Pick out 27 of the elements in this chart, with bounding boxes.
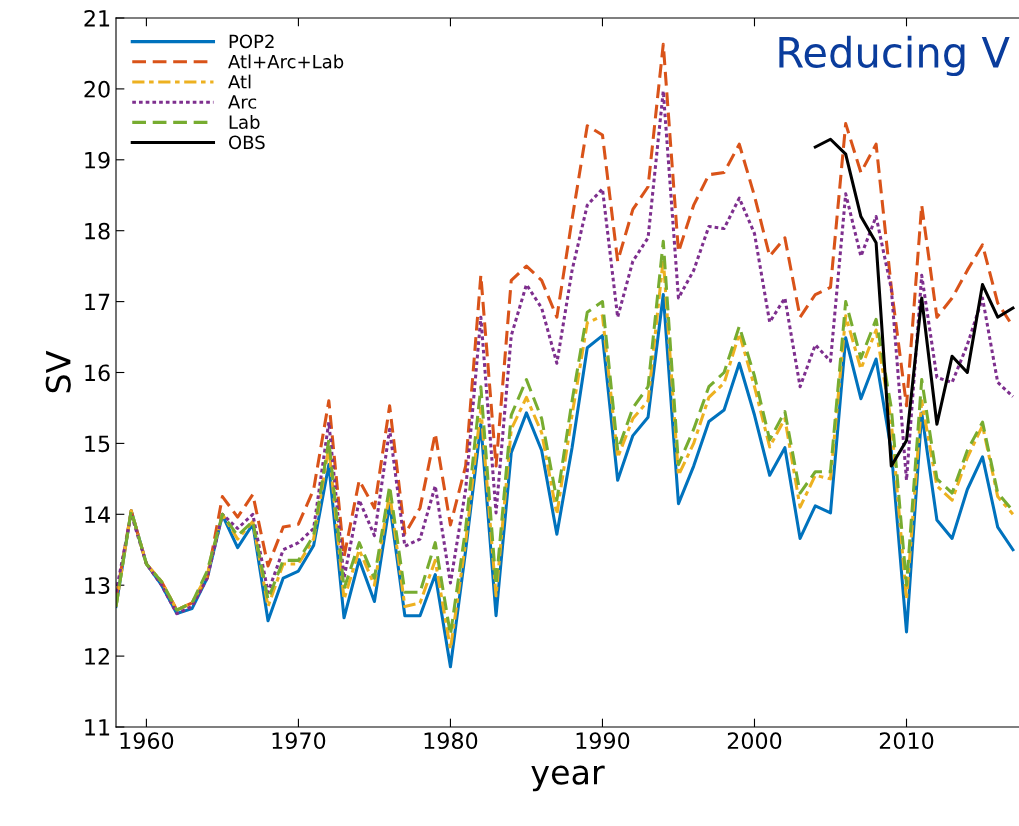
y-tick-label: 13 — [85, 577, 110, 594]
legend-label: Arc — [228, 95, 257, 109]
y-tick-label: 17 — [85, 293, 110, 311]
y-tick-label: 20 — [84, 80, 110, 98]
y-tick-label: 18 — [85, 222, 110, 240]
x-axis-title: year — [531, 765, 605, 792]
y-tick-label: 16 — [85, 364, 110, 382]
legend-label: Atl — [228, 74, 251, 89]
y-tick-label: 21 — [84, 9, 110, 27]
x-tick-label: 2010 — [879, 732, 934, 750]
y-tick-label: 15 — [85, 435, 110, 453]
legend-label: POP2 — [229, 34, 274, 49]
legend-label: OBS — [228, 135, 265, 150]
x-tick-label: 1980 — [424, 732, 478, 750]
annotation: Reducing V — [779, 35, 1010, 77]
legend-label: Lab — [229, 114, 260, 129]
x-tick-label: 1990 — [576, 732, 630, 750]
y-tick-label: 19 — [85, 151, 110, 169]
x-tick-label: 1970 — [272, 732, 326, 750]
x-tick-label: 1960 — [120, 732, 174, 750]
line-series — [813, 137, 1015, 468]
y-axis-title: SV — [45, 350, 71, 393]
legend-label: Atl+Arc+Lab — [228, 54, 344, 69]
y-tick-label: 14 — [85, 506, 110, 523]
y-tick-label: 11 — [85, 719, 110, 736]
x-tick-label: 2000 — [727, 732, 782, 750]
y-tick-label: 12 — [85, 648, 109, 665]
